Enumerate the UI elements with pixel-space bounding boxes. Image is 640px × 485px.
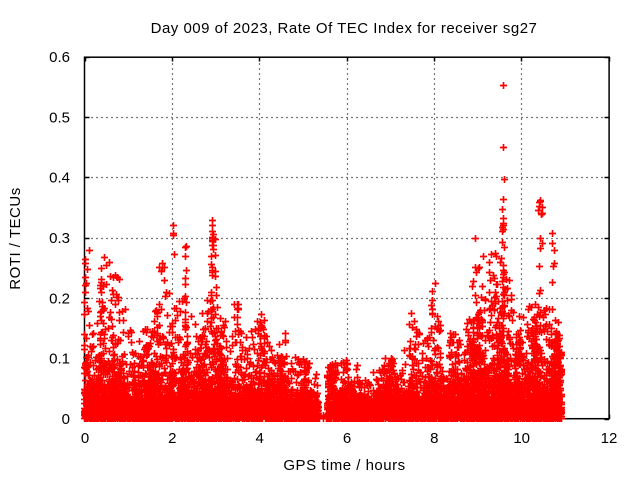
svg-text:6: 6: [343, 430, 351, 447]
svg-text:4: 4: [256, 430, 264, 447]
svg-text:2: 2: [168, 430, 176, 447]
svg-text:0.5: 0.5: [49, 109, 70, 126]
svg-text:8: 8: [430, 430, 438, 447]
svg-text:0.2: 0.2: [49, 290, 70, 307]
svg-text:0.4: 0.4: [49, 170, 70, 187]
svg-text:0: 0: [81, 430, 89, 447]
svg-text:10: 10: [513, 430, 530, 447]
svg-text:GPS time / hours: GPS time / hours: [283, 457, 405, 474]
svg-text:12: 12: [601, 430, 618, 447]
svg-text:0.1: 0.1: [49, 351, 70, 368]
svg-text:0: 0: [62, 411, 70, 428]
svg-text:0.6: 0.6: [49, 49, 70, 66]
svg-text:0.3: 0.3: [49, 230, 70, 247]
svg-text:Day 009 of 2023, Rate Of TEC I: Day 009 of 2023, Rate Of TEC Index for r…: [151, 20, 538, 37]
svg-text:ROTI / TECUs: ROTI / TECUs: [7, 187, 24, 289]
